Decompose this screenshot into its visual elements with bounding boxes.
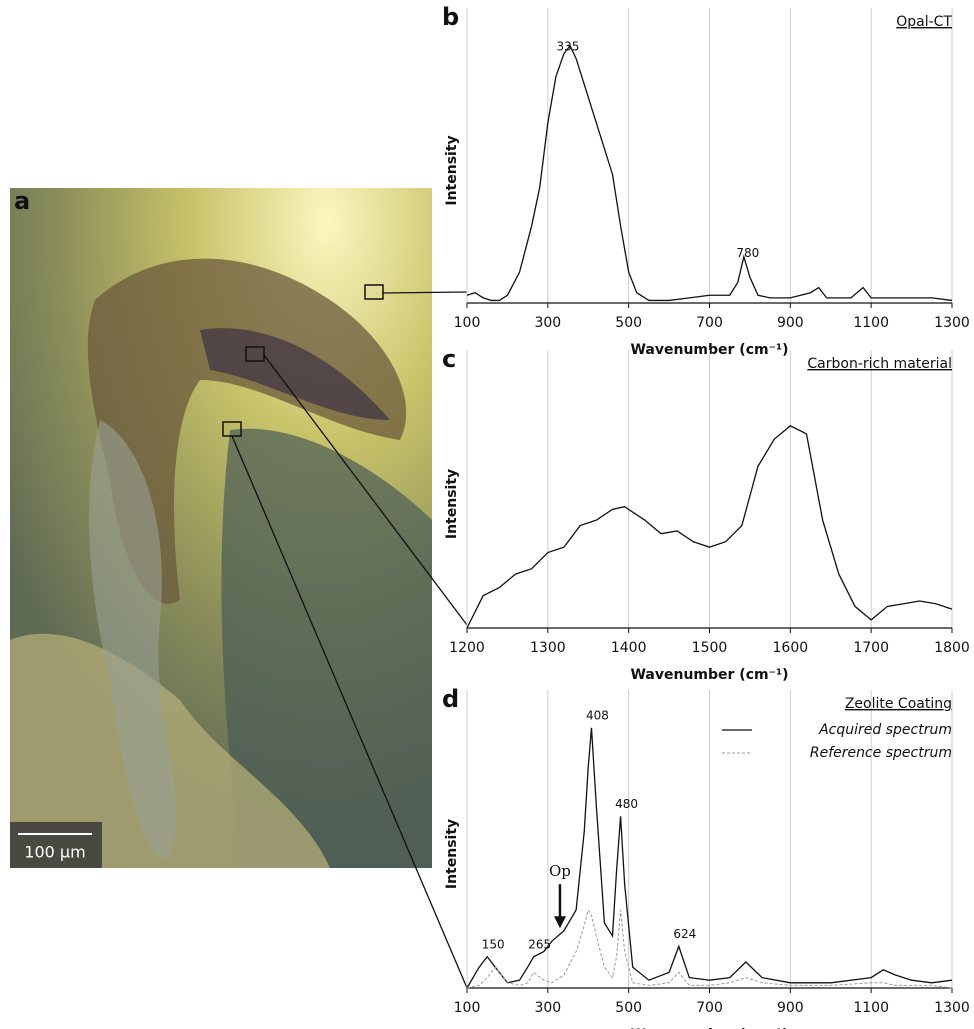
- panel-label: a: [14, 187, 30, 215]
- x-axis-title: Wavenumber (cm⁻¹): [630, 667, 788, 683]
- peak-label: 150: [482, 937, 505, 951]
- x-tick-label: 1100: [853, 315, 889, 331]
- scale-bar-label: 100 µm: [24, 843, 85, 862]
- x-tick-label: 1400: [611, 640, 647, 656]
- x-tick-label: 1300: [530, 640, 566, 656]
- x-tick-label: 700: [696, 1000, 723, 1016]
- panel-label: d: [442, 685, 459, 713]
- x-tick-label: 100: [454, 1000, 481, 1016]
- peak-label: 408: [586, 708, 609, 722]
- x-tick-label: 500: [615, 315, 642, 331]
- x-tick-label: 700: [696, 315, 723, 331]
- peak-label: 480: [615, 797, 638, 811]
- panel-label: b: [442, 3, 459, 31]
- x-tick-label: 300: [534, 1000, 561, 1016]
- x-tick-label: 1300: [934, 1000, 970, 1016]
- annotation-arrowhead: [553, 916, 566, 929]
- chart-title: Zeolite Coating: [845, 696, 952, 712]
- x-tick-label: 1100: [853, 1000, 889, 1016]
- y-axis-title: Intensity: [444, 469, 460, 539]
- peak-label: 624: [673, 927, 696, 941]
- x-axis-title: Wavenumber (cm⁻¹): [630, 1027, 788, 1029]
- x-tick-label: 500: [615, 1000, 642, 1016]
- x-tick-label: 900: [777, 315, 804, 331]
- legend-label: Acquired spectrum: [818, 722, 952, 738]
- chart-title: Opal-CT: [896, 14, 952, 30]
- x-tick-label: 1700: [853, 640, 889, 656]
- micrograph: 100 µm a: [10, 187, 432, 868]
- spectrum-line: [466, 425, 953, 629]
- x-tick-label: 1300: [934, 315, 970, 331]
- peak-label: 335: [557, 40, 580, 54]
- x-tick-label: 1600: [773, 640, 809, 656]
- peak-label: 780: [736, 246, 759, 260]
- legend-label: Reference spectrum: [810, 745, 952, 761]
- chart-title: Carbon-rich material: [807, 356, 952, 372]
- x-tick-label: 1800: [934, 640, 970, 656]
- spectrum-line: [466, 44, 953, 302]
- spectrum-line: [466, 727, 953, 989]
- x-tick-label: 100: [454, 315, 481, 331]
- x-tick-label: 900: [777, 1000, 804, 1016]
- x-tick-label: 1500: [692, 640, 728, 656]
- y-axis-title: Intensity: [444, 819, 460, 889]
- x-tick-label: 300: [534, 315, 561, 331]
- annotation-text: Op: [549, 862, 571, 880]
- peak-label: 265: [528, 937, 551, 951]
- x-tick-label: 1200: [449, 640, 485, 656]
- panel-label: c: [442, 345, 456, 373]
- leader-lines: [231, 291, 468, 989]
- spectrum-line: [466, 908, 953, 989]
- y-axis-title: Intensity: [444, 135, 460, 205]
